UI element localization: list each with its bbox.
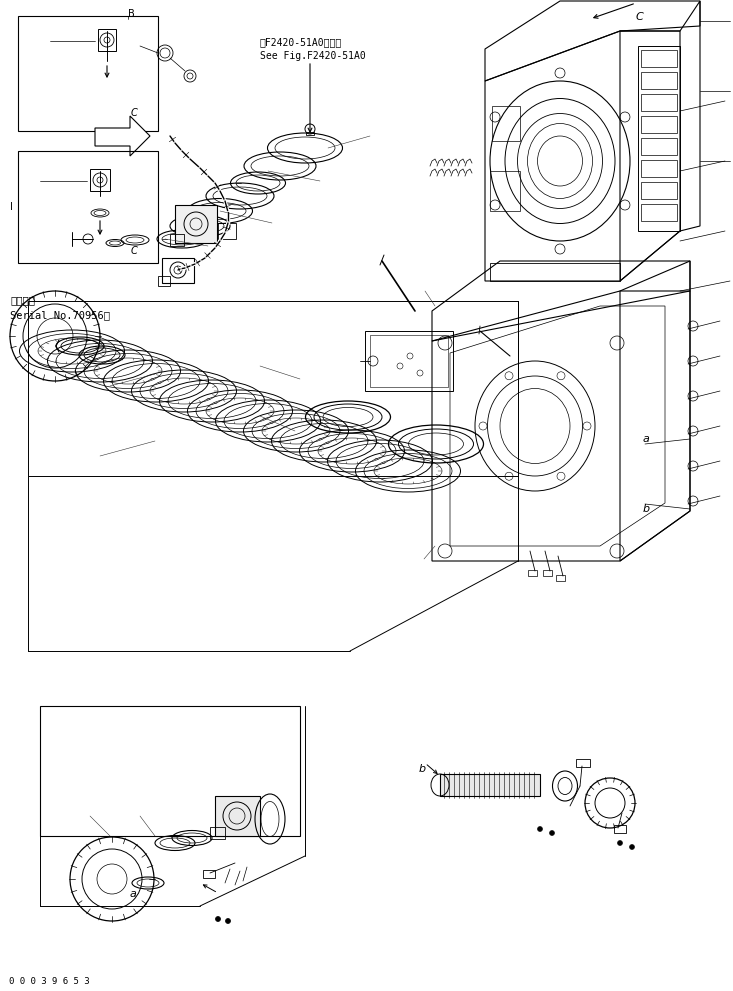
Bar (492, 106, 520, 141)
Bar (556, 575, 565, 581)
Text: 適用号機: 適用号機 (10, 295, 35, 305)
Bar (18, 16, 158, 131)
Text: b: b (419, 764, 426, 774)
Circle shape (550, 830, 554, 835)
Text: a: a (130, 889, 137, 899)
Text: Serial No.70956～: Serial No.70956～ (10, 310, 110, 320)
Text: C: C (131, 108, 138, 118)
Bar (641, 204, 677, 221)
Text: C: C (636, 12, 644, 22)
Bar (158, 276, 170, 286)
Bar (175, 205, 217, 243)
Circle shape (226, 919, 230, 924)
Bar (18, 151, 158, 263)
Bar (28, 301, 518, 476)
Bar (576, 759, 590, 767)
Text: I: I (10, 202, 13, 212)
Bar (614, 825, 626, 833)
Bar (98, 29, 116, 51)
Bar (203, 870, 215, 878)
Bar (162, 258, 194, 283)
Bar (641, 94, 677, 111)
Bar (641, 138, 677, 155)
Bar (641, 50, 677, 67)
Bar (40, 706, 300, 836)
Text: 0 0 0 3 9 6 5 3: 0 0 0 3 9 6 5 3 (9, 977, 89, 986)
Bar (170, 234, 184, 246)
Text: B: B (128, 9, 135, 19)
Bar (490, 263, 620, 281)
Bar (641, 160, 677, 177)
Bar (218, 223, 236, 239)
Bar (528, 570, 537, 576)
Bar (641, 116, 677, 133)
Circle shape (617, 840, 622, 845)
Text: a: a (643, 434, 650, 444)
Bar (490, 171, 520, 211)
Text: C: C (131, 246, 138, 256)
Bar (210, 827, 225, 839)
Bar (641, 182, 677, 199)
Bar (370, 335, 448, 387)
Bar (306, 132, 314, 135)
Text: 第F2420-51A0図参照: 第F2420-51A0図参照 (260, 37, 342, 47)
Circle shape (216, 917, 221, 922)
Polygon shape (95, 116, 150, 156)
Bar (215, 796, 260, 836)
Bar (543, 570, 552, 576)
Bar (641, 72, 677, 89)
Bar (90, 169, 110, 191)
Bar (638, 46, 680, 231)
Circle shape (630, 844, 635, 849)
Text: b: b (643, 504, 650, 514)
Bar (365, 331, 453, 391)
Circle shape (537, 826, 542, 831)
Text: See Fig.F2420-51A0: See Fig.F2420-51A0 (260, 51, 366, 61)
Bar (440, 774, 540, 796)
